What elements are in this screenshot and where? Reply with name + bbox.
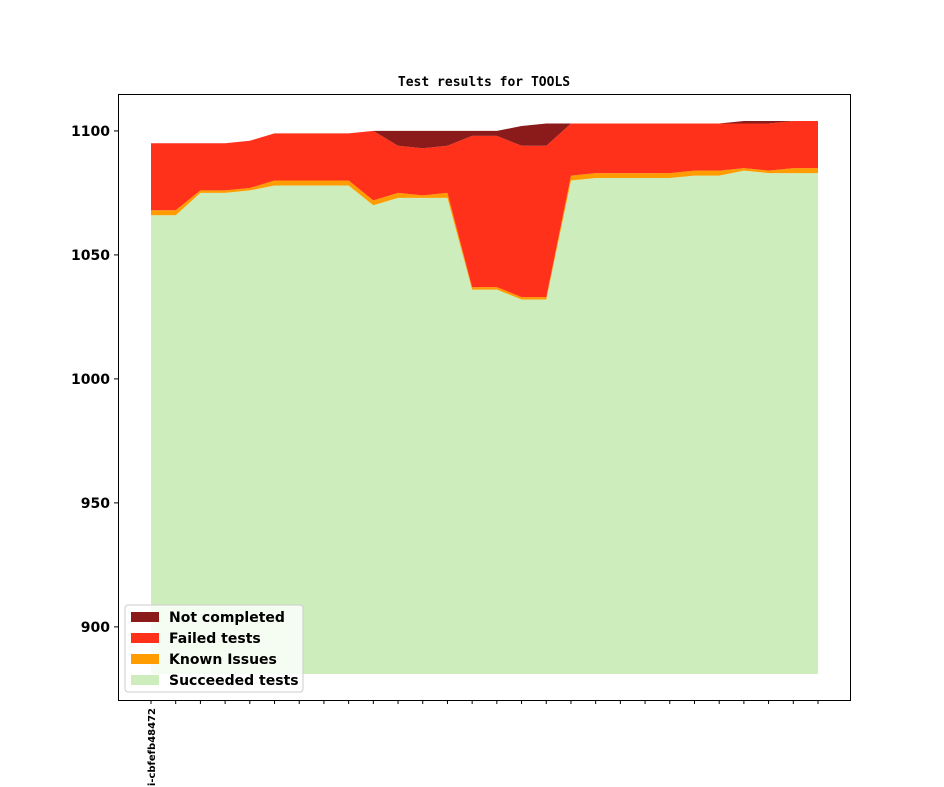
legend-swatch bbox=[131, 675, 159, 685]
area bbox=[151, 121, 818, 298]
y-tick-label: 950 bbox=[81, 496, 110, 512]
plot-area bbox=[151, 121, 818, 674]
legend-swatch bbox=[131, 654, 159, 664]
y-tick-label: 1100 bbox=[71, 124, 110, 140]
y-tick-label: 900 bbox=[81, 620, 110, 636]
legend-box bbox=[124, 604, 304, 693]
y-tick-label: 1050 bbox=[71, 248, 110, 264]
legend-label: Failed tests bbox=[169, 631, 261, 647]
legend-swatch bbox=[131, 612, 159, 622]
legend-label: Succeeded tests bbox=[169, 673, 299, 689]
area bbox=[151, 170, 818, 674]
chart-title: Test results for TOOLS bbox=[398, 75, 570, 90]
axes-frame bbox=[118, 94, 851, 701]
y-tick-label: 1000 bbox=[71, 372, 110, 388]
area bbox=[151, 121, 818, 149]
legend-label: Not completed bbox=[169, 610, 285, 626]
legend: Not completed Failed tests Known Issues Suc… bbox=[124, 604, 304, 693]
legend-label: Known Issues bbox=[169, 652, 277, 668]
legend-swatch bbox=[131, 633, 159, 643]
x-tick-label: i-cbfefb48472 bbox=[147, 708, 158, 786]
